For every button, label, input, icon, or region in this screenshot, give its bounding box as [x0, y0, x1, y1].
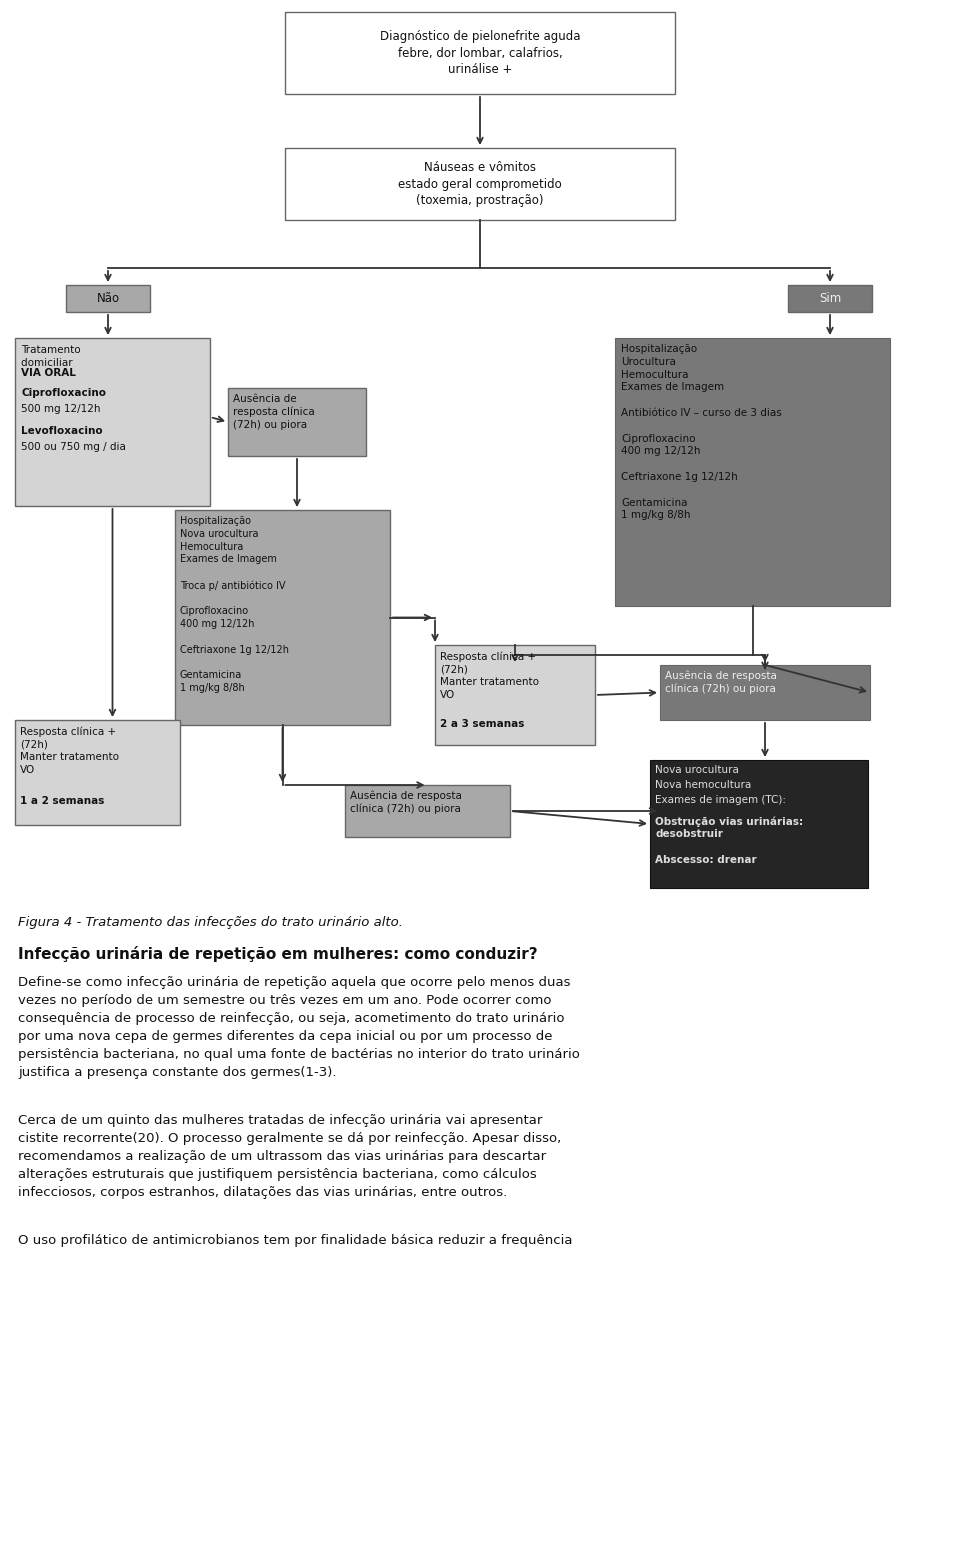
Bar	[175, 509, 390, 724]
Bar	[15, 720, 180, 826]
Text: Hospitalização
Nova urocultura
Hemocultura
Exames de Imagem

Troca p/ antibiótic: Hospitalização Nova urocultura Hemocultu…	[180, 516, 289, 693]
Text: 1 a 2 semanas: 1 a 2 semanas	[20, 796, 105, 805]
Text: Ausência de resposta
clínica (72h) ou piora: Ausência de resposta clínica (72h) ou pi…	[350, 790, 462, 813]
Text: Exames de imagem (TC):: Exames de imagem (TC):	[655, 795, 786, 805]
Text: Figura 4 - Tratamento das infecções do trato urinário alto.: Figura 4 - Tratamento das infecções do t…	[18, 916, 403, 929]
Text: Diagnóstico de pielonefrite aguda
febre, dor lombar, calafrios,
urinálise +: Diagnóstico de pielonefrite aguda febre,…	[380, 30, 580, 76]
Text: Tratamento
domiciliar: Tratamento domiciliar	[21, 344, 81, 368]
Bar	[285, 148, 675, 220]
Text: Sim: Sim	[819, 291, 841, 305]
Text: 500 mg 12/12h: 500 mg 12/12h	[21, 404, 101, 414]
Bar	[435, 645, 595, 745]
Text: Não: Não	[96, 291, 120, 305]
Text: Resposta clínica +
(72h)
Manter tratamento
VO: Resposta clínica + (72h) Manter tratamen…	[20, 726, 119, 774]
Bar	[615, 338, 890, 606]
Bar	[66, 285, 150, 312]
Text: Cerca de um quinto das mulheres tratadas de infecção urinária vai apresentar
cis: Cerca de um quinto das mulheres tratadas…	[18, 1114, 562, 1200]
Text: Resposta clínica +
(72h)
Manter tratamento
VO: Resposta clínica + (72h) Manter tratamen…	[440, 651, 539, 700]
Text: 2 a 3 semanas: 2 a 3 semanas	[440, 718, 524, 729]
Text: Define-se como infecção urinária de repetição aquela que ocorre pelo menos duas
: Define-se como infecção urinária de repe…	[18, 975, 580, 1080]
Text: Ausência de
resposta clínica
(72h) ou piora: Ausência de resposta clínica (72h) ou pi…	[233, 394, 315, 430]
Bar	[650, 760, 868, 888]
Bar	[228, 388, 366, 456]
Text: Nova hemocultura: Nova hemocultura	[655, 781, 752, 790]
Text: Ausência de resposta
clínica (72h) ou piora: Ausência de resposta clínica (72h) ou pi…	[665, 670, 777, 693]
Bar	[660, 665, 870, 720]
Bar	[15, 338, 210, 506]
Text: O uso profilático de antimicrobianos tem por finalidade básica reduzir a frequên: O uso profilático de antimicrobianos tem…	[18, 1234, 572, 1246]
Text: Levofloxacino: Levofloxacino	[21, 425, 103, 436]
Text: Nova urocultura: Nova urocultura	[655, 765, 739, 774]
Text: Náuseas e vômitos
estado geral comprometido
(toxemia, prostração): Náuseas e vômitos estado geral compromet…	[398, 160, 562, 207]
Bar	[285, 12, 675, 93]
Bar	[345, 785, 510, 837]
Bar	[788, 285, 872, 312]
Text: 500 ou 750 mg / dia: 500 ou 750 mg / dia	[21, 442, 126, 452]
Text: Hospitalização
Urocultura
Hemocultura
Exames de Imagem

Antibiótico IV – curso d: Hospitalização Urocultura Hemocultura Ex…	[621, 344, 781, 520]
Text: Infecção urinária de repetição em mulheres: como conduzir?: Infecção urinária de repetição em mulher…	[18, 946, 538, 961]
Text: Obstrução vias urinárias:
desobstruir: Obstrução vias urinárias: desobstruir	[655, 816, 804, 840]
Text: Abscesso: drenar: Abscesso: drenar	[655, 855, 756, 865]
Text: VIA ORAL: VIA ORAL	[21, 368, 76, 379]
Text: Ciprofloxacino: Ciprofloxacino	[21, 388, 106, 397]
